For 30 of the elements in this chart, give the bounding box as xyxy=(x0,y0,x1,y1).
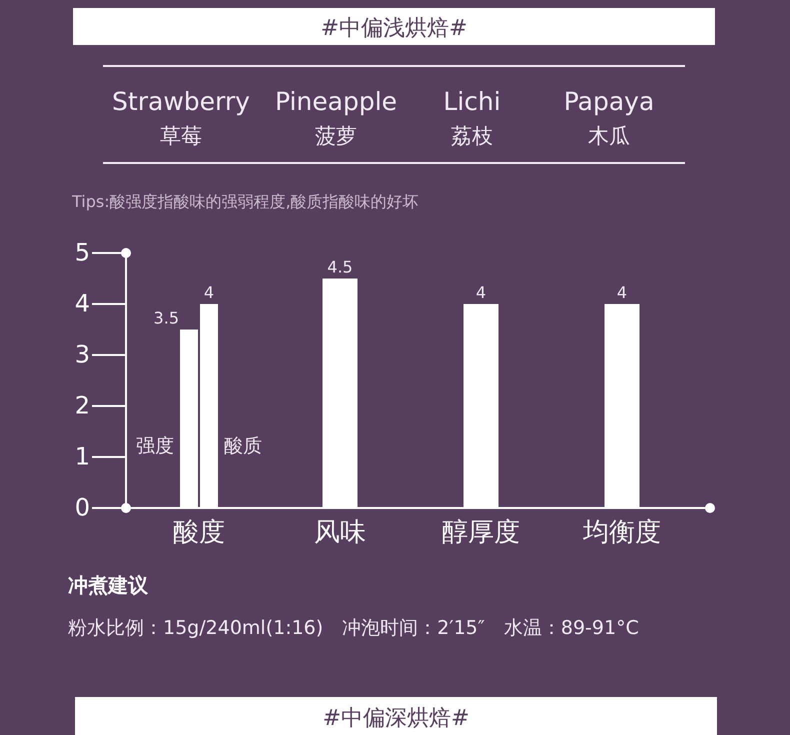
data-label: 4 xyxy=(476,283,486,302)
text: 菠萝 xyxy=(315,124,357,148)
y-tick-label: 0 xyxy=(74,494,90,522)
text: #中偏深烘焙# xyxy=(322,706,470,731)
y-tick-label: 5 xyxy=(74,238,90,267)
text: Papaya xyxy=(564,87,654,116)
x-tick-label: 风味 xyxy=(314,517,366,548)
y-tick-label: 4 xyxy=(74,290,90,318)
y-tick-label: 3 xyxy=(74,340,90,369)
text: Lichi xyxy=(443,87,501,116)
text: Pineapple xyxy=(274,87,398,116)
data-label: 3.5 xyxy=(154,308,179,328)
data-label: 4 xyxy=(616,283,628,302)
text: 草莓 xyxy=(160,124,202,148)
x-tick-label: 均衡度 xyxy=(582,517,661,548)
y-tick-label: 1 xyxy=(74,442,90,471)
x-tick-label: 醇厚度 xyxy=(442,517,520,548)
x-tick-label: 酸度 xyxy=(173,517,225,548)
data-label: 4.5 xyxy=(327,258,353,276)
data-label: 4 xyxy=(204,283,214,302)
y-tick-label: 2 xyxy=(74,392,90,420)
text: 木瓜 xyxy=(588,124,630,148)
legend-label: 强度 xyxy=(136,434,174,457)
text: Strawberry xyxy=(112,87,250,116)
chart-subtitle: Tips:酸强度指酸味的强弱程度,酸质指酸味的好坏 xyxy=(71,192,419,211)
text: 冲煮建议 xyxy=(68,573,149,597)
chart-title: #中偏浅烘焙# xyxy=(320,16,468,41)
text: 粉水比例：15g/240ml(1:16) 冲泡时间：2′15″ 水温：89-91°C xyxy=(68,617,639,639)
text: 荔枝 xyxy=(451,124,493,148)
series-label: 酸质 xyxy=(224,434,262,457)
